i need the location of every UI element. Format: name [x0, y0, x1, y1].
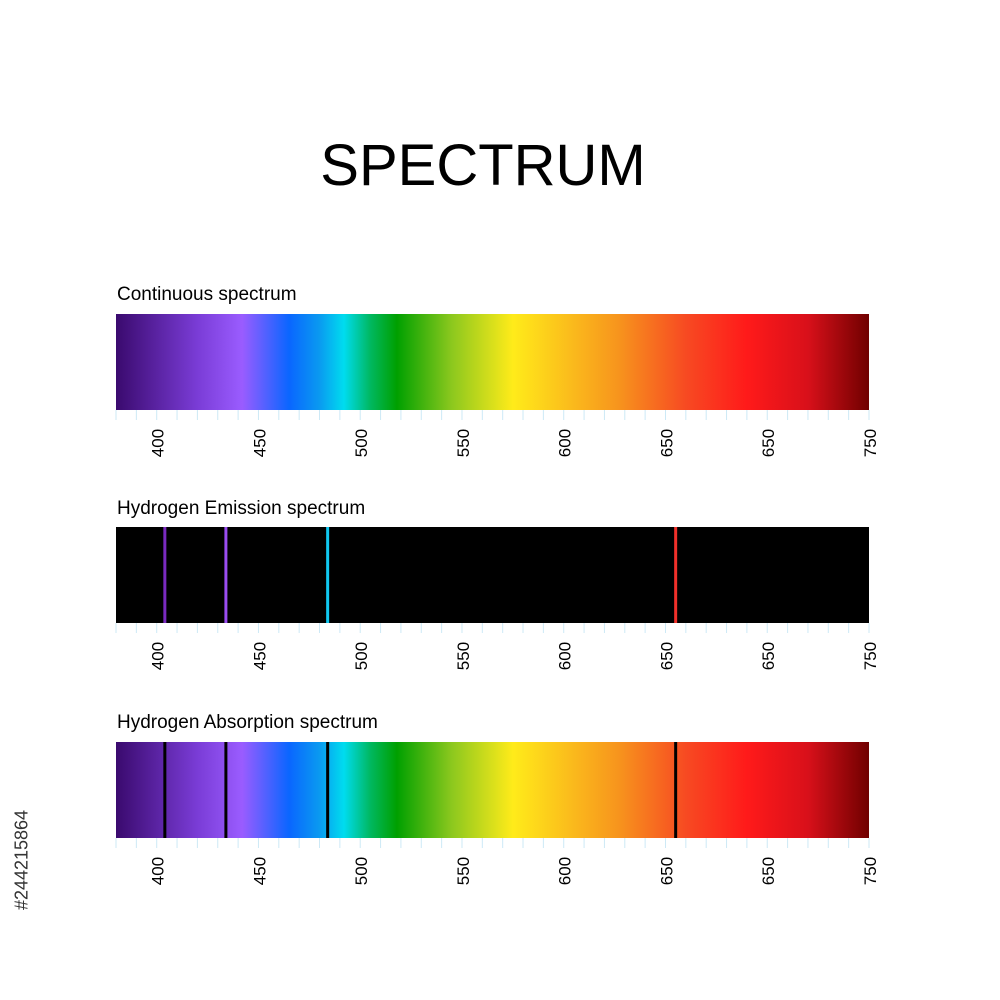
- spectrum-bar: [116, 742, 869, 838]
- tick-label: 450: [250, 642, 269, 670]
- tick-label: 400: [149, 429, 168, 457]
- tick-label: 650: [759, 429, 778, 457]
- tick-label: 550: [454, 429, 473, 457]
- spectral-line: [224, 742, 228, 838]
- spectral-line: [326, 527, 330, 623]
- tick-label: 650: [657, 642, 676, 670]
- tick-label: 750: [861, 642, 880, 670]
- tick-label: 650: [657, 857, 676, 885]
- tick-label: 450: [250, 857, 269, 885]
- tick-label: 400: [149, 642, 168, 670]
- tick-label: 500: [352, 429, 371, 457]
- tick-label: 500: [352, 857, 371, 885]
- tick-label: 600: [556, 429, 575, 457]
- spectral-line: [326, 742, 330, 838]
- tick-label: 650: [759, 642, 778, 670]
- tick-label: 450: [250, 429, 269, 457]
- absorption-spectrum-label: Hydrogen Absorption spectrum: [117, 712, 378, 733]
- tick-label: 750: [861, 429, 880, 457]
- page-title: SPECTRUM: [320, 133, 646, 198]
- tick-label: 550: [454, 857, 473, 885]
- tick-label: 600: [556, 857, 575, 885]
- tick-label: 500: [352, 642, 371, 670]
- tick-label: 400: [149, 857, 168, 885]
- spectral-line: [163, 742, 167, 838]
- tick-label: 750: [861, 857, 880, 885]
- spectral-line: [674, 527, 678, 623]
- tick-label: 650: [759, 857, 778, 885]
- spectral-line: [163, 527, 167, 623]
- stock-id-watermark: #244215864: [11, 809, 32, 911]
- continuous-spectrum-label: Continuous spectrum: [117, 284, 297, 305]
- spectrum-bar: [116, 314, 869, 410]
- tick-label: 550: [454, 642, 473, 670]
- tick-label: 600: [556, 642, 575, 670]
- spectral-line: [674, 742, 678, 838]
- spectrum-bar: [116, 527, 869, 623]
- spectral-line: [224, 527, 228, 623]
- tick-label: 650: [657, 429, 676, 457]
- emission-spectrum-label: Hydrogen Emission spectrum: [117, 498, 366, 519]
